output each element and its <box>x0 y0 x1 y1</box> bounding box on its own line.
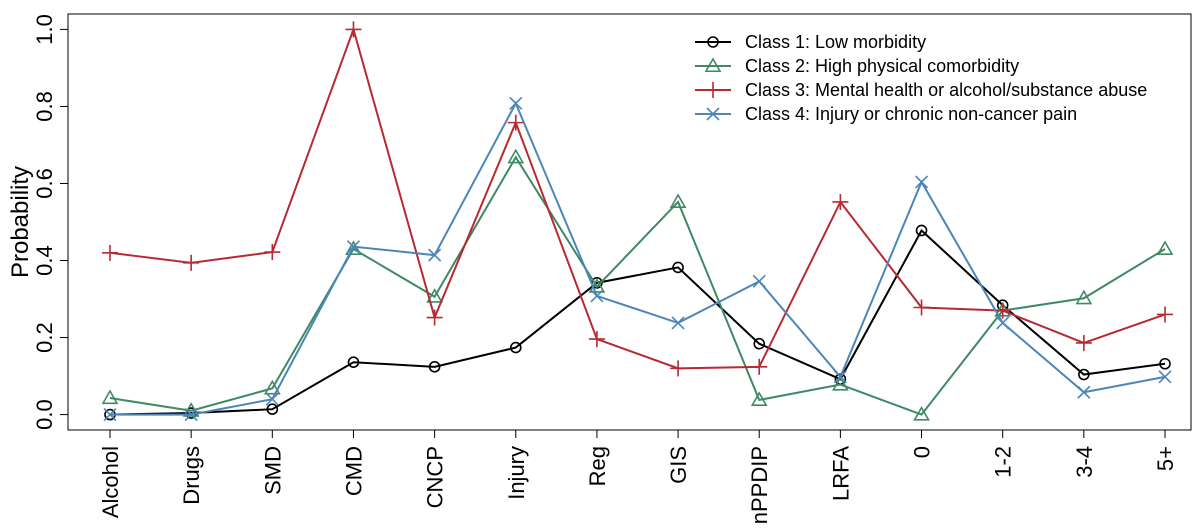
series-3-point <box>751 358 768 375</box>
series-2-point <box>507 148 525 164</box>
plot-frame <box>67 13 1192 431</box>
series-3-point <box>264 244 281 261</box>
x-tick-label: LRFA <box>828 446 853 501</box>
legend-label: Class 2: High physical comorbidity <box>745 56 1019 76</box>
x-tick-label: CNCP <box>423 446 448 508</box>
series-2-point <box>750 391 768 407</box>
legend-entry-4: Class 4: Injury or chronic non-cancer pa… <box>695 104 1077 124</box>
series-4-point <box>184 408 198 422</box>
series-1-line <box>109 228 1166 416</box>
series-3-point <box>345 21 362 38</box>
series-4 <box>103 96 1172 422</box>
series-3-point <box>588 331 605 348</box>
x-tick-label: 0 <box>910 446 935 458</box>
series-4-point <box>590 289 604 303</box>
series-3-point <box>913 299 930 316</box>
legend-swatch-marker <box>707 36 719 48</box>
x-tick-label: nPPDIP <box>747 446 772 524</box>
y-tick-label: 0.8 <box>32 91 57 122</box>
series-4-point <box>103 408 117 422</box>
series-4-point <box>265 392 279 406</box>
x-tick-label: 5+ <box>1153 446 1178 471</box>
legend-swatch-marker <box>706 107 720 121</box>
series-4-point <box>914 175 929 189</box>
x-axis: Alcohol Drugs SMD CMD CNCP Injury Reg GIS nPPDIP… <box>98 430 1178 524</box>
x-tick-label: 1-2 <box>991 446 1016 478</box>
series-4-point <box>509 96 523 110</box>
legend: Class 1: Low morbidity Class 2: High phys… <box>695 32 1147 124</box>
series-3-point <box>102 244 118 261</box>
series-4-point <box>752 274 766 288</box>
series-4-point <box>1077 385 1091 399</box>
series-3-point <box>507 114 524 131</box>
series-2 <box>101 148 1174 421</box>
series-2-point <box>101 389 119 405</box>
legend-entry-3: Class 3: Mental health or alcohol/substa… <box>695 80 1147 100</box>
series-1-point <box>428 361 441 373</box>
legend-entry-2: Class 2: High physical comorbidity <box>695 56 1019 76</box>
series-4-point <box>428 248 442 262</box>
x-tick-label: GIS <box>666 446 691 484</box>
x-tick-label: SMD <box>260 446 285 495</box>
series-1-point <box>509 341 522 354</box>
x-tick-label: Reg <box>585 446 610 486</box>
series-3-point <box>832 193 849 210</box>
series-2-point <box>345 240 362 256</box>
series-4-point <box>346 240 361 254</box>
x-tick-label: Alcohol <box>98 446 123 518</box>
legend-entry-1: Class 1: Low morbidity <box>695 32 926 52</box>
y-tick-label: 0.0 <box>32 399 57 430</box>
series-3-point <box>994 302 1011 319</box>
series-2-point <box>1156 240 1174 256</box>
x-tick-label: CMD <box>341 446 366 496</box>
series-2-point <box>426 288 443 303</box>
series-4-point <box>671 316 685 330</box>
series-2-point <box>1075 289 1093 305</box>
y-axis: 0.0 0.2 0.4 0.6 0.8 1.0 <box>32 14 68 430</box>
series-1-point <box>1159 357 1171 370</box>
legend-swatch-marker <box>704 57 722 73</box>
series-1-point <box>672 261 684 274</box>
series-group <box>101 21 1174 422</box>
y-tick-label: 0.6 <box>32 168 57 199</box>
legend-label: Class 3: Mental health or alcohol/substa… <box>745 80 1147 100</box>
series-1-point <box>753 337 766 350</box>
series-3-point <box>1157 306 1173 323</box>
series-4-line <box>110 101 1166 416</box>
y-tick-label: 0.2 <box>32 322 57 353</box>
series-4-point <box>996 316 1010 330</box>
series-2-point <box>669 193 687 209</box>
series-1-point <box>347 356 360 369</box>
series-2-point <box>832 375 849 391</box>
series-2-point <box>263 379 281 395</box>
series-3-point <box>670 360 687 377</box>
series-3 <box>102 21 1173 377</box>
series-1-point <box>915 224 928 237</box>
y-axis-title: Probability <box>7 166 34 278</box>
x-tick-label: 3-4 <box>1072 446 1097 478</box>
x-tick-label: Injury <box>504 446 529 500</box>
series-2-point <box>182 402 200 417</box>
series-3-point <box>426 309 443 326</box>
series-3-point <box>1075 334 1092 351</box>
series-4-point <box>1158 370 1172 384</box>
x-tick-label: Drugs <box>179 446 204 505</box>
legend-swatch-marker <box>705 82 721 98</box>
legend-label: Class 1: Low morbidity <box>745 32 926 52</box>
legend-label: Class 4: Injury or chronic non-cancer pa… <box>745 104 1077 124</box>
series-1-point <box>1078 368 1090 381</box>
series-2-line <box>109 155 1166 416</box>
series-1-point <box>266 403 279 416</box>
series-3-line <box>109 26 1166 370</box>
series-3-point <box>183 254 200 271</box>
series-2-point <box>913 405 930 421</box>
y-tick-label: 0.4 <box>32 245 57 276</box>
y-tick-label: 1.0 <box>32 14 57 45</box>
series-4-point <box>833 370 847 384</box>
